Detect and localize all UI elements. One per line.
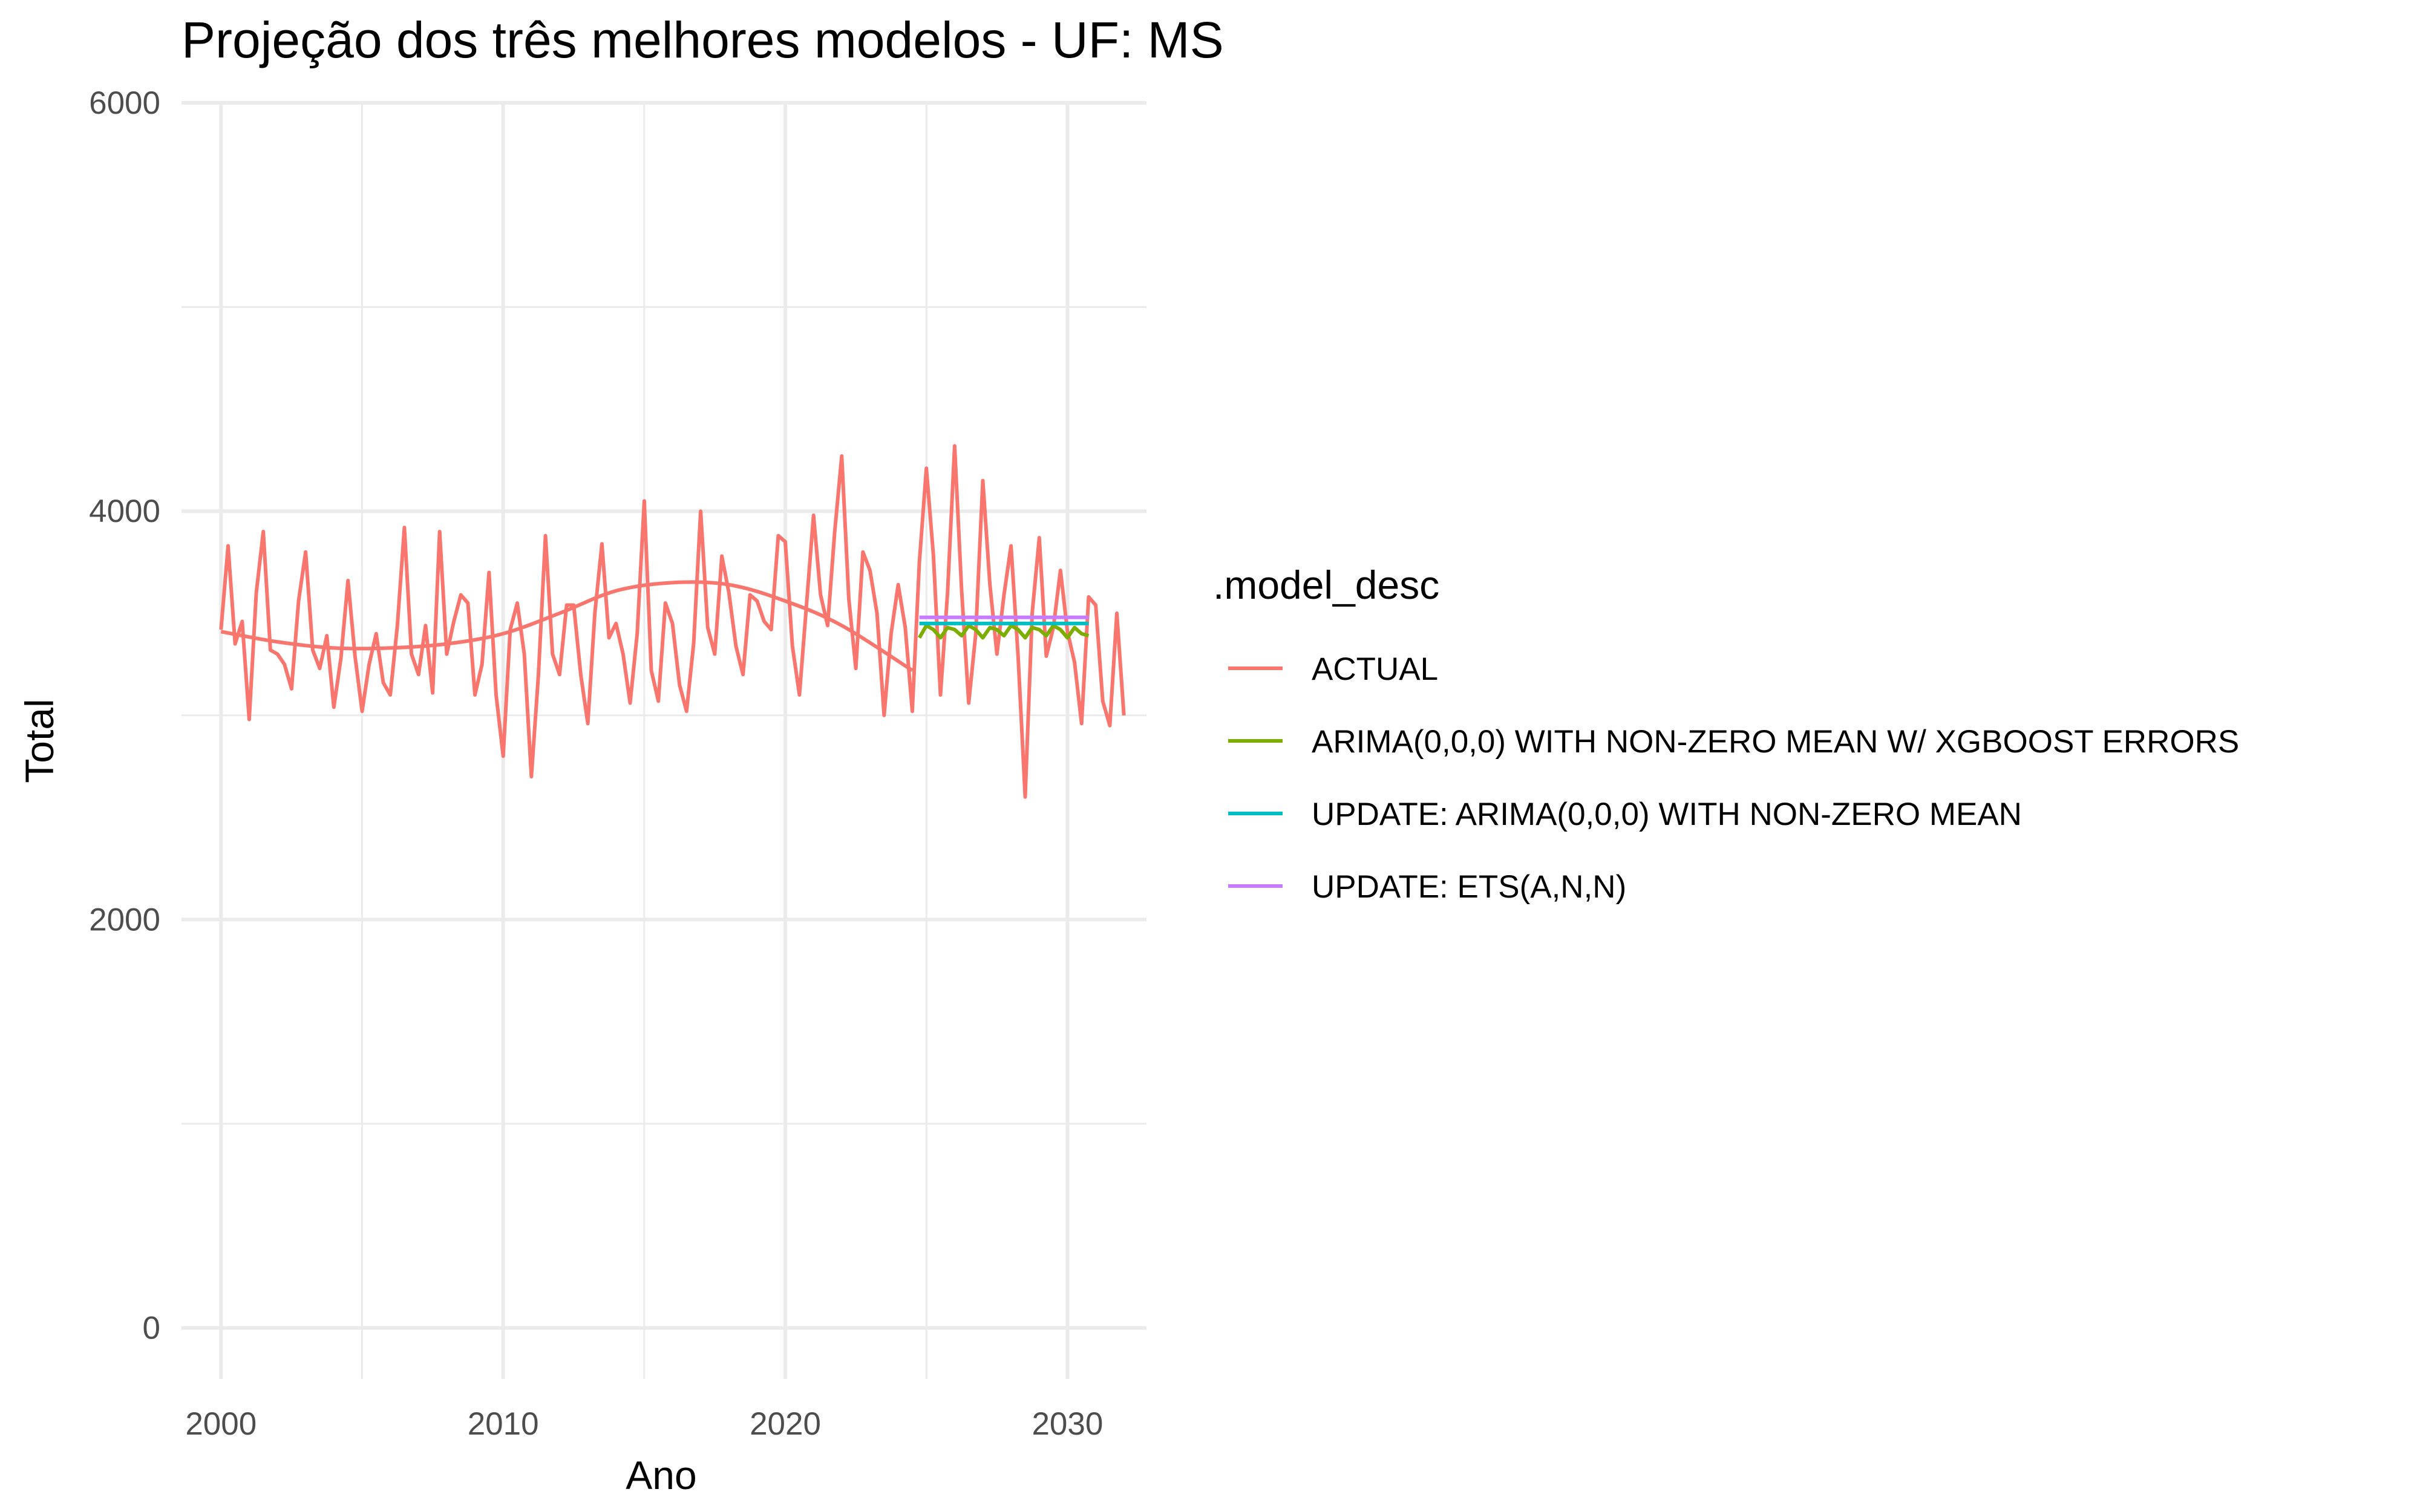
x-tick-label: 2030 xyxy=(1032,1406,1103,1442)
y-axis-label: Total xyxy=(17,699,62,783)
series-line-2 xyxy=(917,624,1090,640)
series-lines xyxy=(219,444,1126,799)
legend-label-3: UPDATE: ARIMA(0,0,0) WITH NON-ZERO MEAN xyxy=(1312,797,2022,832)
x-axis-tick-labels: 2000 2010 2020 2030 xyxy=(185,1406,1103,1442)
trend-line xyxy=(220,580,914,673)
legend-items: ACTUAL ARIMA(0,0,0) WITH NON-ZERO MEAN W/… xyxy=(1228,651,2239,905)
legend: .model_desc ACTUAL ARIMA(0,0,0) WITH NON-… xyxy=(1213,562,2239,905)
legend-label-2: ARIMA(0,0,0) WITH NON-ZERO MEAN W/ XGBOO… xyxy=(1312,724,2239,760)
x-tick-label: 2020 xyxy=(750,1406,821,1442)
x-tick-label: 2010 xyxy=(468,1406,539,1442)
y-tick-label: 2000 xyxy=(89,902,160,937)
series-line-1 xyxy=(219,444,1126,799)
x-tick-label: 2000 xyxy=(185,1406,257,1442)
chart-title: Projeção dos três melhores modelos - UF:… xyxy=(182,11,1224,68)
legend-title: .model_desc xyxy=(1213,562,1439,607)
major-gridlines xyxy=(182,101,1146,1379)
legend-label-1: ACTUAL xyxy=(1312,651,1438,687)
minor-gridlines xyxy=(182,103,1146,1379)
y-tick-label: 0 xyxy=(143,1311,160,1346)
y-tick-label: 6000 xyxy=(89,85,160,121)
y-tick-label: 4000 xyxy=(89,494,160,529)
legend-label-4: UPDATE: ETS(A,N,N) xyxy=(1312,869,1626,905)
y-axis-tick-labels: 0 2000 4000 6000 xyxy=(89,85,160,1346)
x-axis-label: Ano xyxy=(626,1453,696,1497)
